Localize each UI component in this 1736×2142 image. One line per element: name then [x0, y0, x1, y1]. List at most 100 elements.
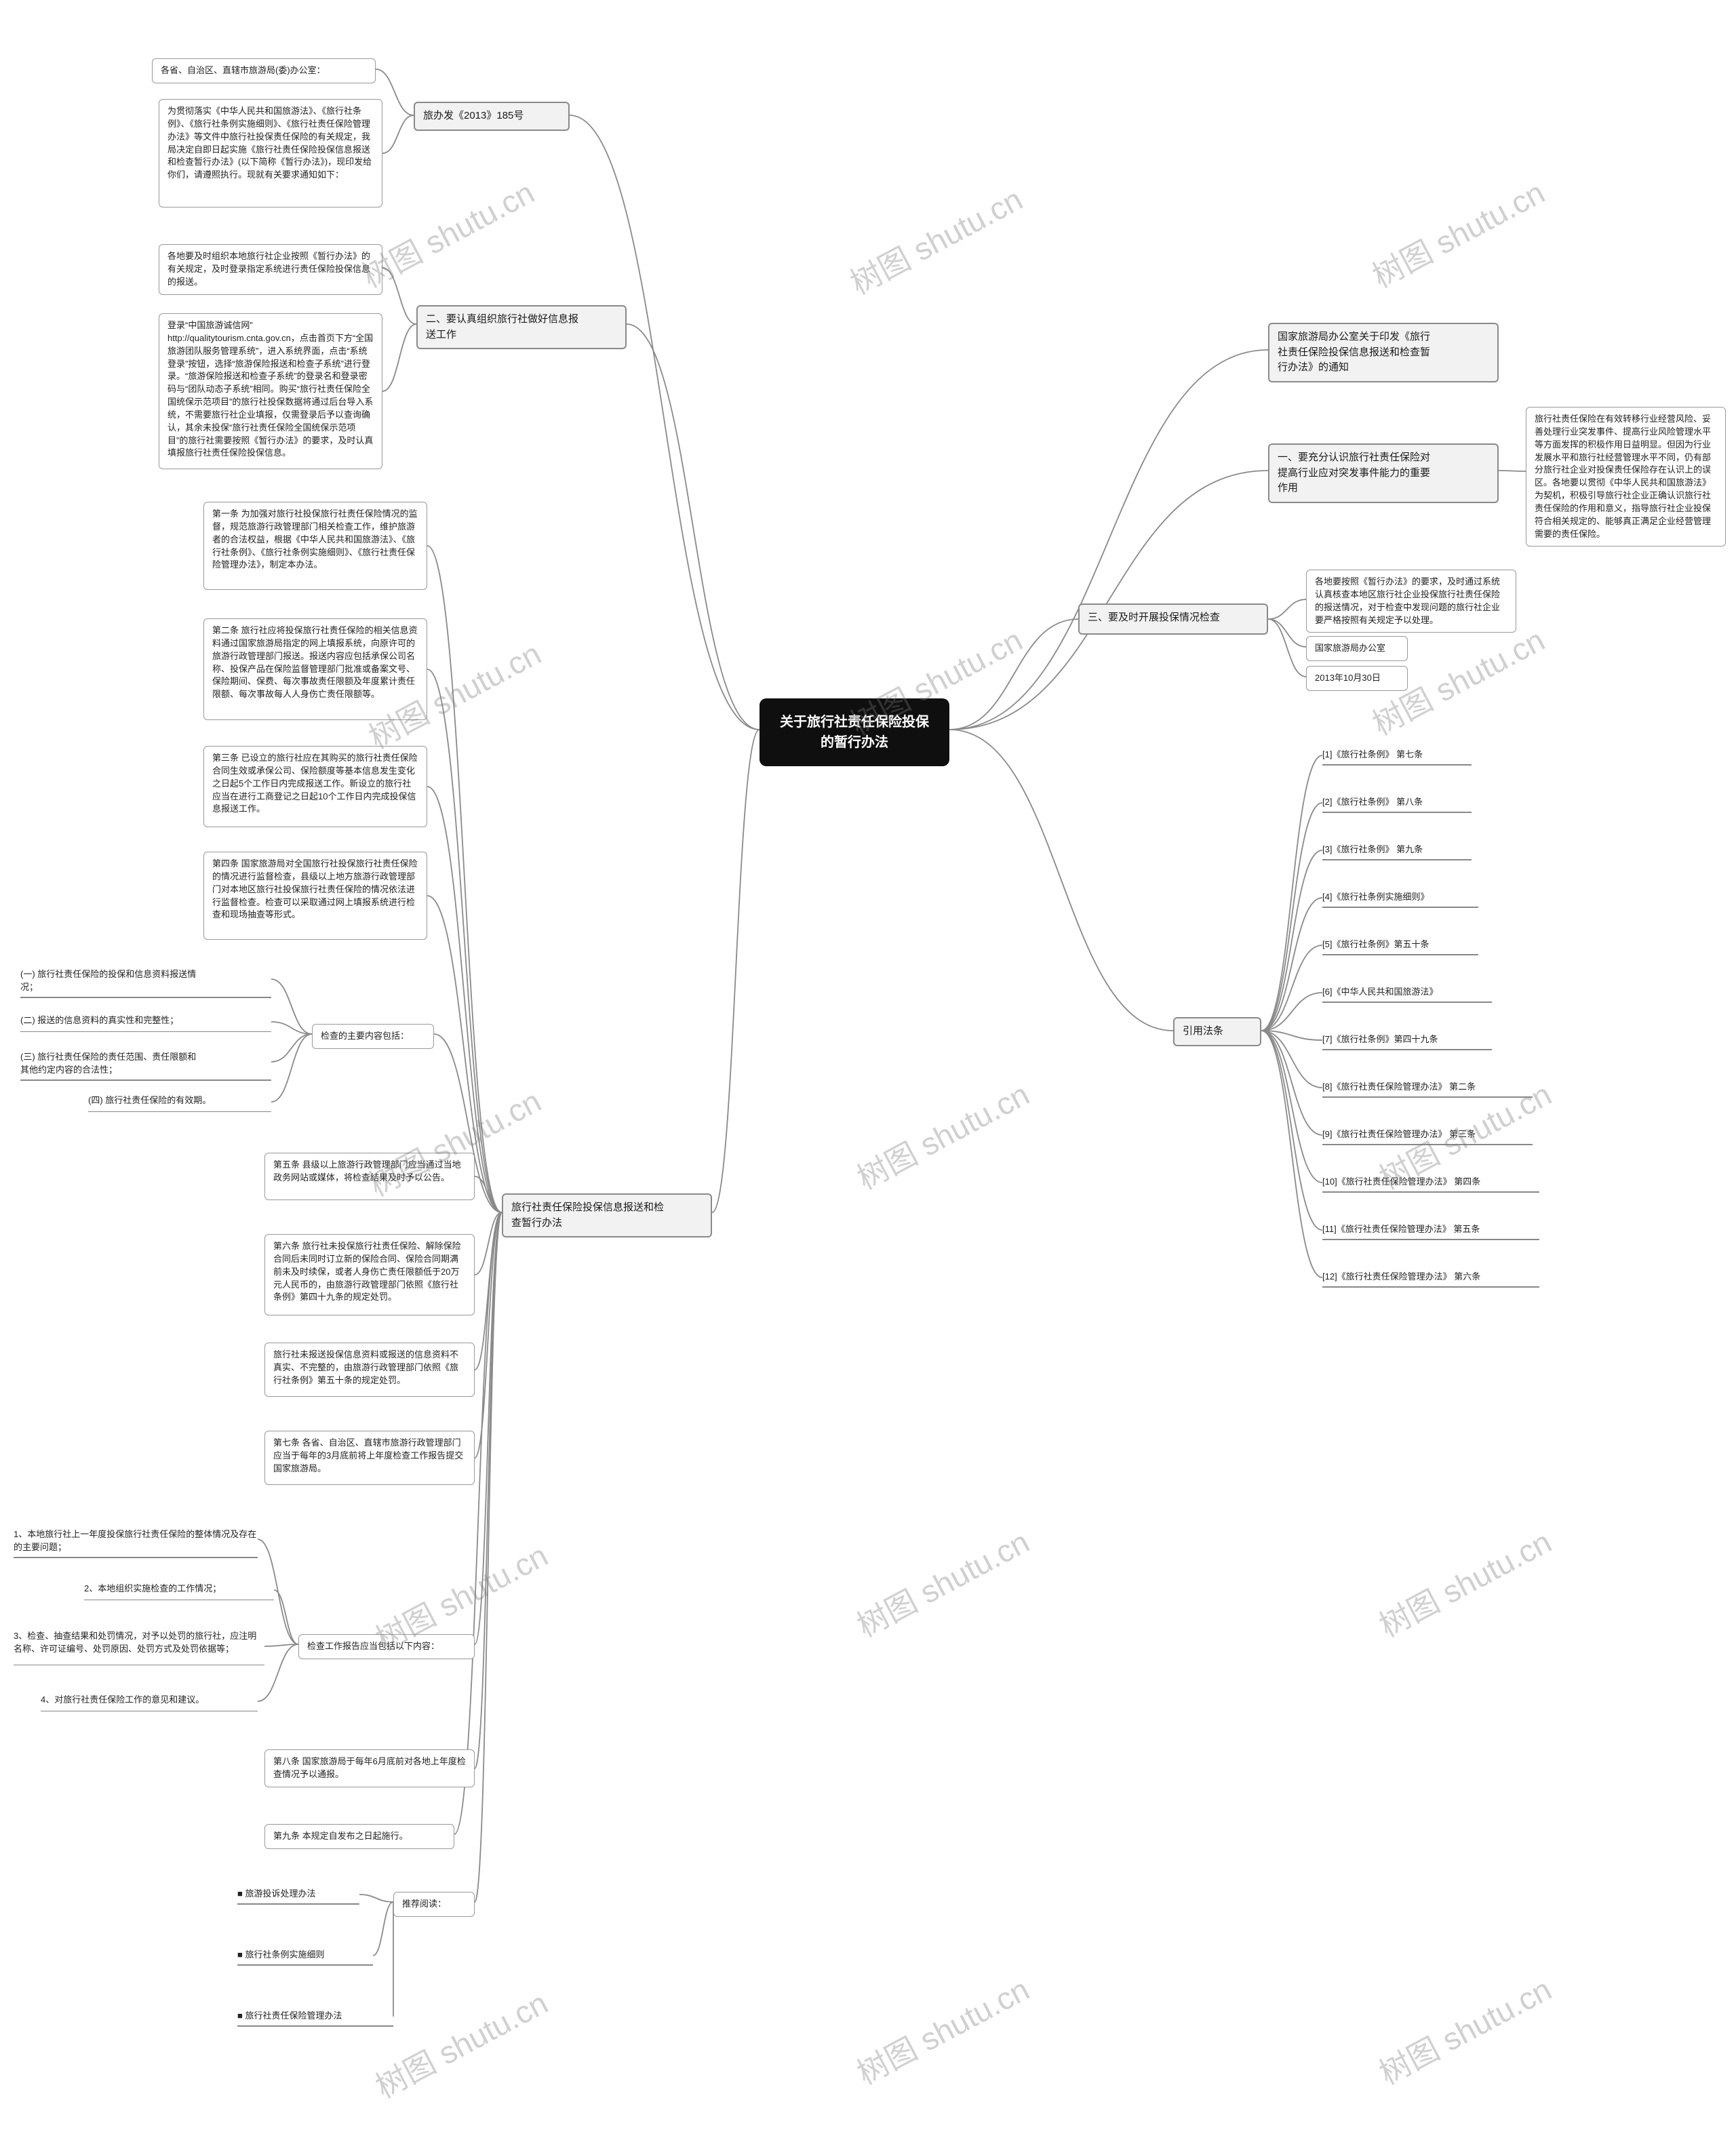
- edge-l3-l3_2: [427, 669, 502, 1212]
- edge-root-l2: [627, 324, 760, 730]
- node-r4_6: [6]《中华人民共和国旅游法》: [1322, 983, 1492, 1003]
- edge-l3_ck-l3_ck1: [271, 979, 312, 1034]
- edge-r3-r3a: [1268, 599, 1306, 619]
- node-r2a: 旅行社责任保险在有效转移行业经营风险、妥善处理行业突发事件、提高行业风险管理水平…: [1526, 407, 1726, 547]
- node-l3_2: 第二条 旅行社应将投保旅行社责任保险的相关信息资料通过国家旅游局指定的网上填报系…: [203, 618, 427, 720]
- node-r4_2: [2]《旅行社条例》 第八条: [1322, 793, 1472, 813]
- edge-root-r4: [949, 730, 1173, 1031]
- node-r4_11: [11]《旅行社责任保险管理办法》 第五条: [1322, 1221, 1539, 1240]
- node-l3_1: 第一条 为加强对旅行社投保旅行社责任保险情况的监督，规范旅游行政管理部门相关检查…: [203, 502, 427, 590]
- node-l3_rd: 推荐阅读：: [393, 1892, 475, 1917]
- node-l2a: 各地要及时组织本地旅行社企业按照《暂行办法》的有关规定，及时登录指定系统进行责任…: [159, 244, 382, 295]
- node-r3c: 2013年10月30日: [1306, 666, 1408, 691]
- node-l3_ck3: (三) 旅行社责任保险的责任范围、责任限额和 其他约定内容的合法性；: [20, 1048, 271, 1081]
- node-l3_ck2: (二) 报送的信息资料的真实性和完整性；: [20, 1012, 271, 1032]
- node-l3_4: 第四条 国家旅游局对全国旅行社投保旅行社责任保险的情况进行监督检查，县级以上地方…: [203, 852, 427, 940]
- edge-root-r1: [949, 350, 1268, 730]
- edge-l3-l3_rp: [475, 1212, 502, 1644]
- node-l3_rp1: 1、本地旅行社上一年度投保旅行社责任保险的整体情况及存在的主要问题；: [14, 1526, 258, 1558]
- node-l1b: 为贯彻落实《中华人民共和国旅游法》、《旅行社条例》、《旅行社条例实施细则》、《旅…: [159, 99, 382, 207]
- node-l3_10: 第九条 本规定自发布之日起施行。: [264, 1824, 454, 1849]
- node-l3_rp4: 4、对旅行社责任保险工作的意见和建议。: [41, 1691, 258, 1711]
- edge-l3_ck-l3_ck4: [271, 1034, 312, 1102]
- edge-r4-r4_8: [1261, 1031, 1322, 1088]
- node-r4_3: [3]《旅行社条例》 第九条: [1322, 841, 1472, 860]
- edge-r4-r4_2: [1261, 803, 1322, 1031]
- watermark: 树图 shutu.cn: [1364, 168, 1552, 296]
- edge-l3-l3_6: [475, 1212, 502, 1275]
- node-l3_rd3: ■ 旅行社责任保险管理办法: [237, 2007, 393, 2027]
- watermark: 树图 shutu.cn: [367, 1979, 555, 2107]
- node-root: 关于旅行社责任保险投保 的暂行办法: [760, 698, 949, 766]
- edge-r4-r4_3: [1261, 850, 1322, 1031]
- edge-l2-l2b: [382, 324, 416, 391]
- edge-l3-l3_7: [475, 1212, 502, 1370]
- watermark: 树图 shutu.cn: [848, 1070, 1036, 1198]
- edge-root-l3: [712, 730, 760, 1212]
- edge-r4-r4_12: [1261, 1031, 1322, 1277]
- node-l3_ck4: (四) 旅行社责任保险的有效期。: [88, 1092, 271, 1112]
- watermark: 树图 shutu.cn: [842, 175, 1029, 303]
- node-l3_ck1: (一) 旅行社责任保险的投保和信息资料报送情 况；: [20, 966, 271, 998]
- edge-root-r2: [949, 471, 1268, 730]
- node-l3_9: 第八条 国家旅游局于每年6月底前对各地上年度检查情况予以通报。: [264, 1749, 475, 1787]
- edge-l3-l3_rd: [475, 1212, 502, 1902]
- watermark: 树图 shutu.cn: [1370, 1518, 1558, 1646]
- node-r3a: 各地要按照《暂行办法》的要求，及时通过系统认真核查本地区旅行社企业投保旅行社责任…: [1306, 570, 1516, 633]
- edge-r4-r4_5: [1261, 945, 1322, 1031]
- edge-r3-r3b: [1268, 619, 1306, 647]
- edge-l3_rd-l3_rd1: [359, 1895, 393, 1902]
- edge-l1-l1b: [382, 115, 414, 153]
- node-l3_rp3: 3、检查、抽查结果和处罚情况，对予以处罚的旅行社，应注明名称、许可证编号、处罚原…: [14, 1627, 264, 1665]
- node-l1a: 各省、自治区、直辖市旅游局(委)办公室：: [152, 58, 376, 83]
- edge-l3_rp-l3_rp3: [264, 1644, 298, 1646]
- watermark: 树图 shutu.cn: [1370, 1965, 1558, 2093]
- watermark: 树图 shutu.cn: [848, 1965, 1036, 2093]
- node-l3_7: 旅行社未报送投保信息资料或报送的信息资料不真实、不完整的，由旅游行政管理部门依照…: [264, 1343, 475, 1397]
- edge-l3-l3_5: [475, 1176, 502, 1212]
- node-r4_5: [5]《旅行社条例》第五十条: [1322, 936, 1478, 955]
- edge-l3_ck-l3_ck3: [271, 1034, 312, 1062]
- edge-r4-r4_1: [1261, 755, 1322, 1031]
- node-l1: 旅办发《2013》185号: [414, 102, 570, 131]
- node-l3_rd2: ■ 旅行社条例实施细则: [237, 1946, 373, 1966]
- edge-r3-r3c: [1268, 619, 1306, 677]
- edge-l3-l3_1: [427, 546, 502, 1212]
- node-l3_6: 第六条 旅行社未投保旅行社责任保险、解除保险合同后未同时订立新的保险合同、保险合…: [264, 1234, 475, 1315]
- node-l3_5: 第五条 县级以上旅游行政管理部门应当通过当地政务网站或媒体，将检查结果及时予以公…: [264, 1153, 475, 1200]
- node-r4_7: [7]《旅行社条例》第四十九条: [1322, 1031, 1492, 1050]
- edge-r4-r4_9: [1261, 1031, 1322, 1135]
- edge-l3-l3_9: [475, 1212, 502, 1768]
- edge-r4-r4_4: [1261, 898, 1322, 1031]
- node-l2: 二、要认真组织旅行社做好信息报 送工作: [416, 305, 627, 349]
- node-l3: 旅行社责任保险投保信息报送和检 查暂行办法: [502, 1193, 712, 1237]
- node-r4_12: [12]《旅行社责任保险管理办法》 第六条: [1322, 1268, 1539, 1288]
- node-l3_rp: 检查工作报告应当包括以下内容：: [298, 1634, 475, 1659]
- edge-l3_rd-l3_rd2: [373, 1902, 393, 1956]
- edge-l3_ck-l3_ck2: [271, 1022, 312, 1034]
- edge-root-l1: [570, 115, 760, 730]
- node-r4_4: [4]《旅行社条例实施细则》: [1322, 888, 1478, 908]
- edge-root-r3: [949, 619, 1078, 730]
- edge-l3-l3_8: [475, 1212, 502, 1458]
- mindmap-stage: 关于旅行社责任保险投保 的暂行办法 国家旅游局办公室关于印发《旅行 社责任保险投保…: [0, 0, 1736, 2142]
- edge-l2-l2a: [382, 268, 416, 324]
- edge-r4-r4_10: [1261, 1031, 1322, 1183]
- node-l3_3: 第三条 已设立的旅行社应在其购买的旅行社责任保险合同生效或承保公司、保险额度等基…: [203, 746, 427, 827]
- node-r4_8: [8]《旅行社责任保险管理办法》 第二条: [1322, 1078, 1533, 1098]
- node-l3_8: 第七条 各省、自治区、直辖市旅游行政管理部门应当于每年的3月底前将上年度检查工作…: [264, 1431, 475, 1485]
- node-l2b: 登录“中国旅游诚信网” http://qualitytourism.cnta.g…: [159, 313, 382, 469]
- edge-r4-r4_7: [1261, 1031, 1322, 1040]
- node-l3_ck: 检查的主要内容包括：: [312, 1024, 434, 1049]
- node-l3_rd1: ■ 旅游投诉处理办法: [237, 1885, 359, 1905]
- node-l3_rp2: 2、本地组织实施检查的工作情况；: [84, 1580, 274, 1600]
- node-r4_10: [10]《旅行社责任保险管理办法》 第四条: [1322, 1173, 1539, 1193]
- node-r1: 国家旅游局办公室关于印发《旅行 社责任保险投保信息报送和检查暂 行办法》的通知: [1268, 323, 1499, 382]
- node-r4_1: [1]《旅行社条例》 第七条: [1322, 746, 1472, 766]
- edge-r4-r4_6: [1261, 993, 1322, 1031]
- node-r3b: 国家旅游局办公室: [1306, 636, 1408, 661]
- node-r4: 引用法条: [1173, 1017, 1261, 1046]
- node-r2: 一、要充分认识旅行社责任保险对 提高行业应对突发事件能力的重要 作用: [1268, 443, 1499, 503]
- edge-l3_rp-l3_rp2: [274, 1590, 298, 1644]
- node-r4_9: [9]《旅行社责任保险管理办法》 第三条: [1322, 1126, 1533, 1145]
